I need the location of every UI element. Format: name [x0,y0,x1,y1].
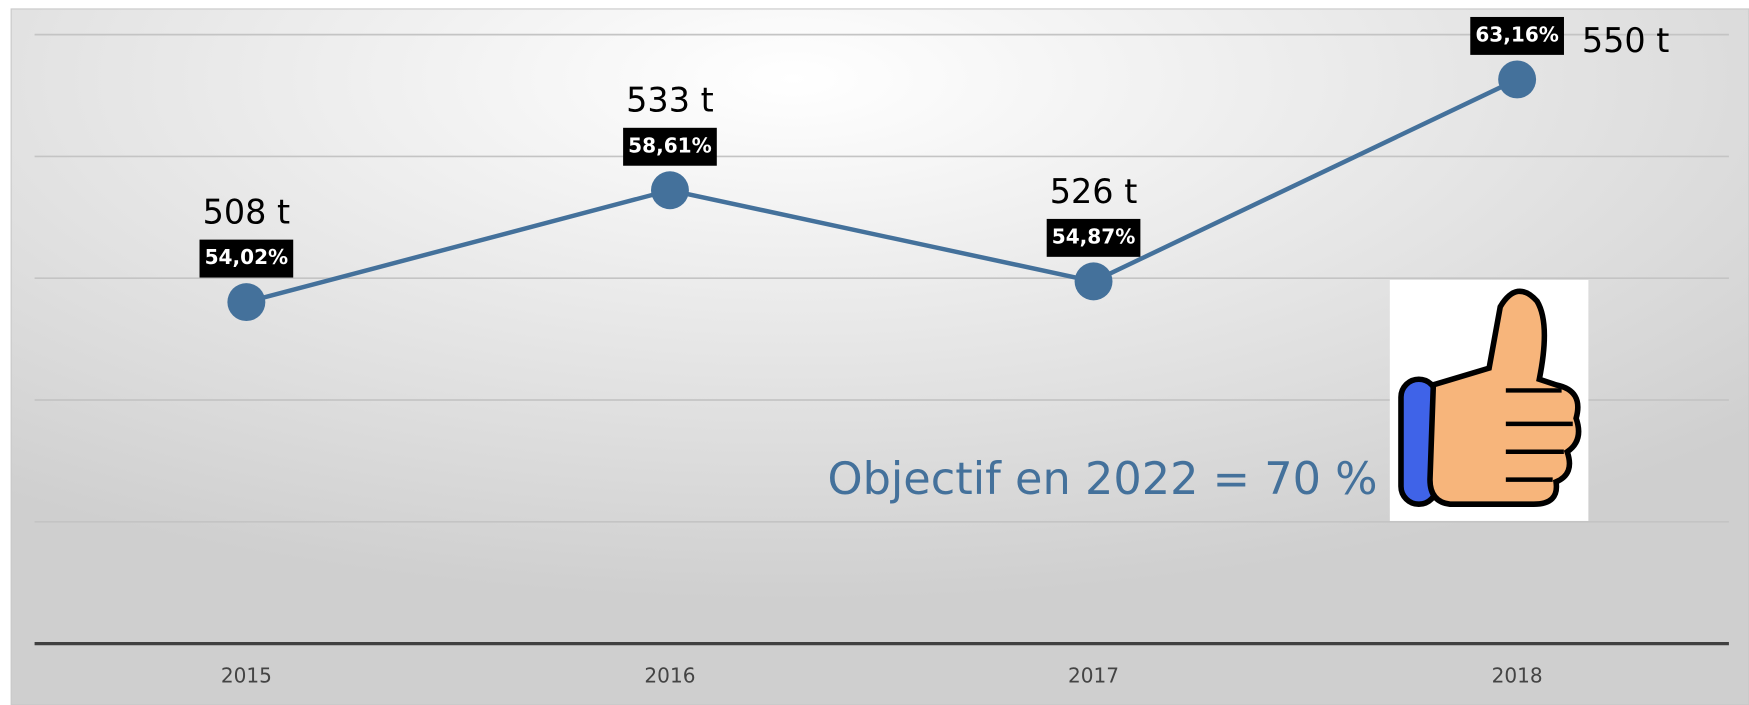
value-label: 54,02% [205,245,289,269]
point [1075,262,1113,300]
page: {"chart_data": {"type": "line", "categor… [0,0,1749,705]
annotation: Objectif en 2022 = 70 % [827,453,1377,505]
tonnage-label: 526 t [1050,172,1138,211]
tonnage-label: 533 t [626,81,714,120]
point [1498,60,1536,98]
value-label: 54,87% [1052,224,1136,248]
thumbs-up-icon [1390,280,1589,521]
chart: Objectif en 2022 = 70 % 2015 2016 2017 2018… [0,0,1749,705]
x-tick-label: 2016 [644,664,695,688]
value-label: 58,61% [628,133,712,157]
tonnage-label: 508 t [203,192,291,231]
x-tick-label: 2017 [1068,664,1119,688]
x-tick-label: 2015 [221,664,272,688]
point [651,171,689,209]
tonnage-label: 550 t [1582,21,1670,60]
point [227,283,265,321]
value-label: 63,16% [1475,22,1559,46]
x-tick-label: 2018 [1492,664,1543,688]
